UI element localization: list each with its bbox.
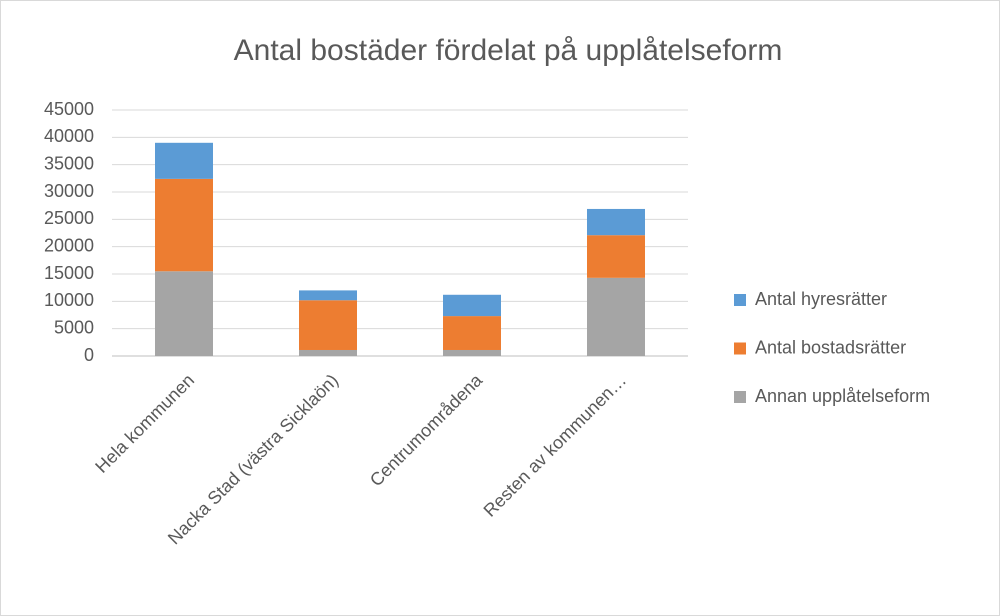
legend-label: Annan upplåtelseform <box>755 386 930 406</box>
bar-segment <box>443 349 501 356</box>
bar-segment <box>587 208 645 236</box>
bar-segment <box>155 271 213 356</box>
y-tick-label: 10000 <box>44 290 94 310</box>
bar-segment <box>587 235 645 278</box>
legend-label: Antal bostadsrätter <box>755 337 906 357</box>
y-tick-label: 0 <box>84 345 94 365</box>
legend-swatch <box>734 294 746 306</box>
bar-segment <box>299 300 357 350</box>
bar-segment <box>299 349 357 356</box>
bar-segment <box>299 290 357 301</box>
y-tick-label: 40000 <box>44 126 94 146</box>
y-tick-label: 20000 <box>44 235 94 255</box>
y-tick-label: 5000 <box>54 317 94 337</box>
legend-label: Antal hyresrätter <box>755 289 887 309</box>
y-tick-label: 35000 <box>44 153 94 173</box>
chart-title: Antal bostäder fördelat på upplåtelsefor… <box>234 34 783 67</box>
bar-segment <box>443 316 501 350</box>
bar-segment <box>155 142 213 179</box>
bar-segment <box>443 294 501 317</box>
y-tick-label: 30000 <box>44 181 94 201</box>
bar-segment <box>155 178 213 272</box>
legend-swatch <box>734 391 746 403</box>
bar-segment <box>587 277 645 356</box>
legend-swatch <box>734 342 746 355</box>
y-tick-label: 15000 <box>44 263 94 283</box>
y-tick-label: 45000 <box>44 99 94 119</box>
y-tick-label: 25000 <box>44 208 94 228</box>
